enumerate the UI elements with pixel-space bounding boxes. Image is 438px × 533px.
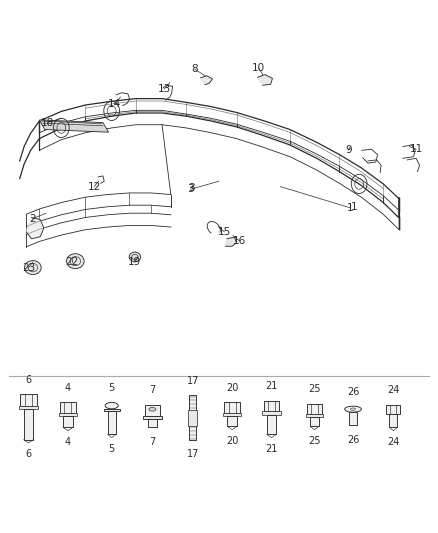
Text: 17: 17 [187,449,199,459]
Ellipse shape [129,252,141,262]
Text: 3: 3 [188,183,195,193]
Bar [389,415,397,427]
Ellipse shape [149,407,156,411]
Text: 5: 5 [109,444,115,454]
Bar [188,409,197,425]
Bar [59,413,77,416]
Text: 25: 25 [308,436,321,446]
Bar [63,416,73,427]
Bar [60,402,76,413]
Bar [264,401,279,411]
Bar [19,406,38,409]
Bar [108,411,116,434]
Text: 4: 4 [65,383,71,393]
Bar [143,416,162,419]
Text: 23: 23 [22,263,35,272]
Bar [145,405,160,416]
Text: 22: 22 [66,257,79,267]
Bar [224,402,240,413]
Text: 24: 24 [387,437,399,447]
Text: 14: 14 [108,99,121,109]
Text: 25: 25 [308,384,321,394]
Text: 7: 7 [149,437,155,447]
Bar [349,412,357,425]
Bar [148,419,157,427]
Text: 6: 6 [25,449,32,459]
Text: 6: 6 [25,375,32,385]
Text: 1: 1 [350,202,357,212]
Bar [223,413,241,416]
Bar [262,411,281,415]
Bar [307,404,322,414]
Ellipse shape [345,406,361,412]
Text: 20: 20 [226,436,238,446]
Text: 17: 17 [187,376,199,386]
Text: 3: 3 [187,184,194,194]
Text: 18: 18 [41,118,54,127]
Text: 20: 20 [226,383,238,393]
Bar [227,416,237,426]
Text: 15: 15 [218,227,231,237]
Text: 9: 9 [345,146,352,155]
Text: 10: 10 [252,63,265,72]
Text: 12: 12 [88,182,101,191]
Ellipse shape [350,408,356,410]
Text: 26: 26 [347,435,359,445]
Polygon shape [39,120,109,132]
Polygon shape [201,76,212,85]
Bar [104,409,120,411]
Text: 4: 4 [65,437,71,447]
Bar [267,415,276,434]
Bar [310,417,319,426]
Text: 11: 11 [410,144,423,154]
Ellipse shape [25,261,41,274]
Ellipse shape [105,402,118,409]
Text: 2: 2 [29,214,36,223]
Text: 21: 21 [265,381,278,391]
Ellipse shape [67,254,84,269]
Text: 21: 21 [265,444,278,454]
Polygon shape [26,217,44,239]
Text: 24: 24 [387,385,399,395]
Text: 13: 13 [158,84,171,94]
Bar [20,394,37,406]
Bar [24,409,33,440]
Text: 16: 16 [233,236,246,246]
Text: 1: 1 [347,203,354,213]
Text: 7: 7 [149,385,155,395]
Bar [386,405,400,415]
Bar [306,414,323,417]
Polygon shape [258,75,272,85]
Text: 26: 26 [347,386,359,397]
Text: 8: 8 [191,64,198,74]
Text: 19: 19 [128,257,141,267]
Polygon shape [226,237,237,246]
Bar [189,395,196,440]
Text: 5: 5 [109,383,115,393]
